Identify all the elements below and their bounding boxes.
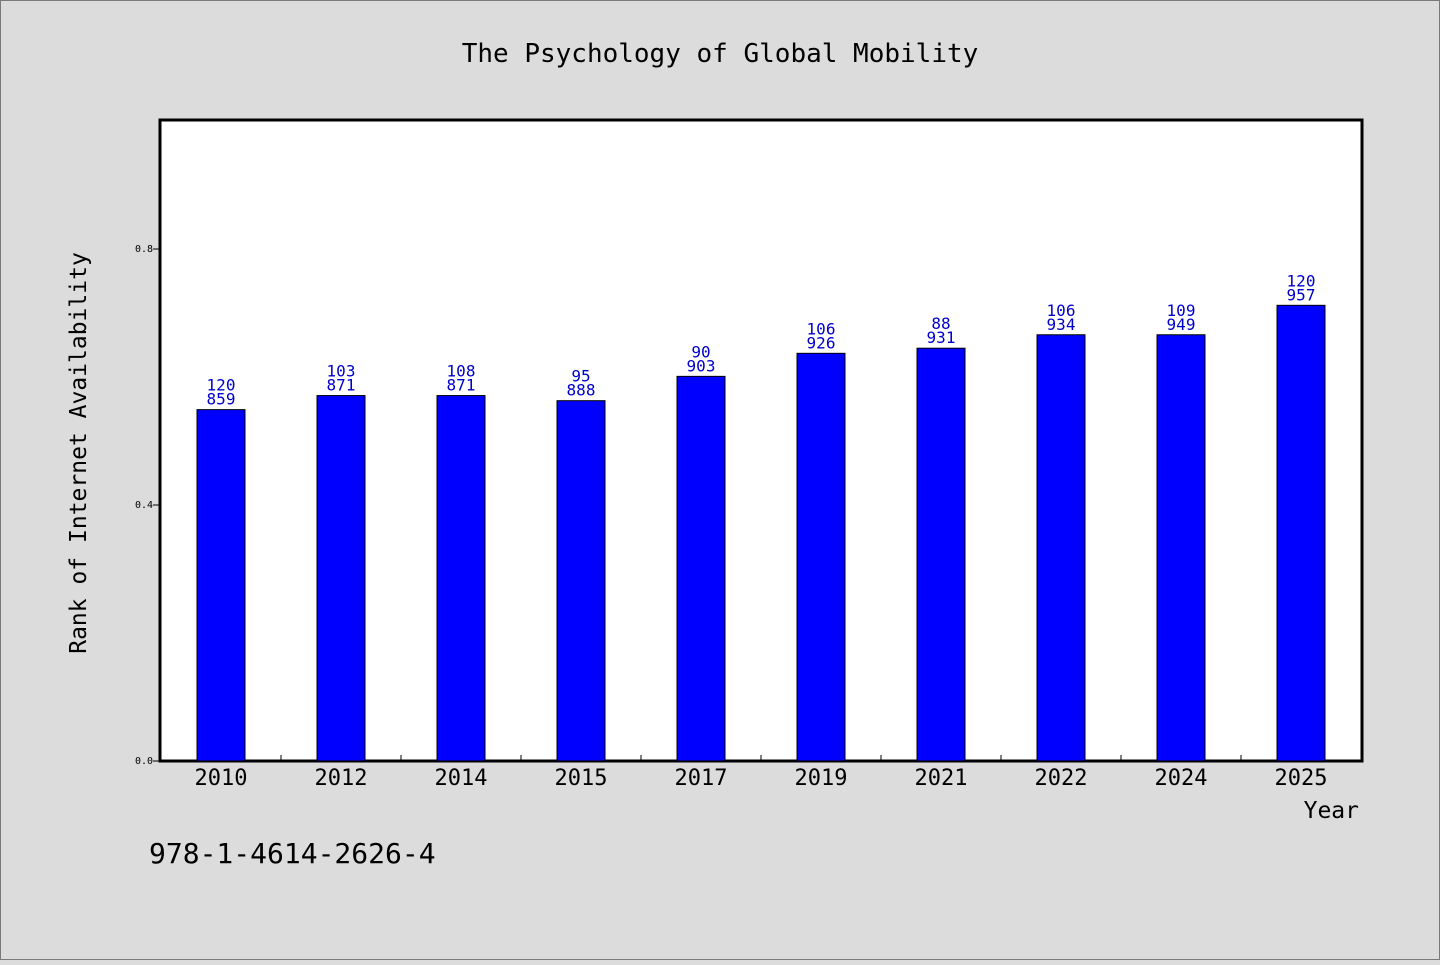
bar xyxy=(556,400,606,762)
x-tick-label: 2024 xyxy=(1155,766,1208,791)
bar-label-bottom: 926 xyxy=(807,333,836,352)
y-tick-label: 0.8 xyxy=(135,244,153,255)
bar-label-top: 90 xyxy=(691,342,710,361)
x-tick-label: 2021 xyxy=(915,766,968,791)
bar xyxy=(436,395,486,762)
y-tick-label: 0.0 xyxy=(135,756,153,767)
bar-label-bottom: 903 xyxy=(687,356,716,375)
bar-label-top: 120 xyxy=(207,376,236,395)
x-tick-label: 2022 xyxy=(1035,766,1088,791)
bar xyxy=(1276,304,1326,762)
bar xyxy=(676,375,726,762)
x-tick-label: 2025 xyxy=(1275,766,1328,791)
bar xyxy=(796,352,846,762)
x-axis: 2010 2012 2014 2015 2017 2019 2021 2022 2024 2025 xyxy=(195,755,1328,791)
bar xyxy=(196,409,246,762)
bar-label-bottom: 934 xyxy=(1047,315,1076,334)
y-axis-label: Rank of Internet Availability xyxy=(66,252,92,654)
isbn-text: 978-1-4614-2626-4 xyxy=(149,837,436,870)
bar xyxy=(1156,334,1206,762)
bar-label-bottom: 871 xyxy=(327,376,356,395)
bar-label-bottom: 888 xyxy=(567,381,596,400)
bar-label-bottom: 949 xyxy=(1167,315,1196,334)
bar-label-bottom: 859 xyxy=(207,390,236,409)
x-tick-label: 2014 xyxy=(435,766,488,791)
bar-label-top: 88 xyxy=(931,314,950,333)
bars xyxy=(196,304,1326,762)
x-tick-label: 2017 xyxy=(675,766,728,791)
y-axis: 0.0 0.4 0.8 xyxy=(135,244,161,767)
bar-label-bottom: 931 xyxy=(927,328,956,347)
bar-label-top: 109 xyxy=(1167,301,1196,320)
bar-label-top: 106 xyxy=(1047,301,1076,320)
bar-label-top: 95 xyxy=(571,367,590,386)
bar-label-top: 108 xyxy=(447,362,476,381)
bar-label-bottom: 871 xyxy=(447,376,476,395)
chart-title: The Psychology of Global Mobility xyxy=(462,39,979,69)
bar xyxy=(916,347,966,762)
y-tick-label: 0.4 xyxy=(135,500,153,511)
bar-label-bottom: 957 xyxy=(1287,285,1316,304)
bar-label-top: 120 xyxy=(1287,271,1316,290)
x-tick-label: 2015 xyxy=(555,766,608,791)
x-axis-label: Year xyxy=(1304,798,1359,824)
bar-label-top: 103 xyxy=(327,362,356,381)
bar xyxy=(1036,334,1086,762)
x-tick-label: 2012 xyxy=(315,766,368,791)
x-tick-label: 2010 xyxy=(195,766,248,791)
bar-label-top: 106 xyxy=(807,319,836,338)
x-tick-label: 2019 xyxy=(795,766,848,791)
bar xyxy=(316,395,366,762)
